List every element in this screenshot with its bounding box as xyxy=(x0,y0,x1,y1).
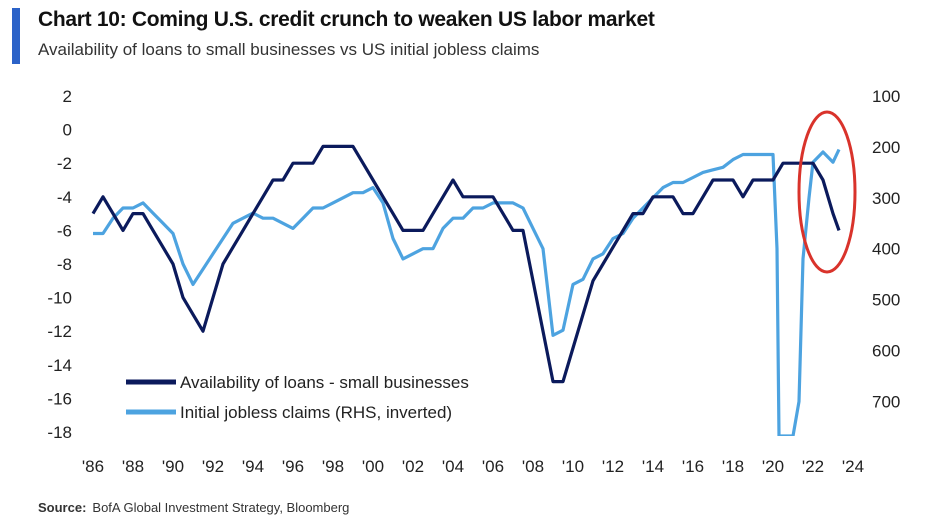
left-tick-label: 0 xyxy=(63,121,72,140)
left-tick-label: -2 xyxy=(57,154,72,173)
x-tick-label: '06 xyxy=(482,457,504,476)
source-text: BofA Global Investment Strategy, Bloombe… xyxy=(92,500,350,515)
x-tick-label: '22 xyxy=(802,457,824,476)
x-tick-label: '90 xyxy=(162,457,184,476)
right-tick-label: 500 xyxy=(872,291,900,310)
left-tick-label: -6 xyxy=(57,221,72,240)
title-accent-bar xyxy=(12,8,20,64)
left-tick-label: 2 xyxy=(63,87,72,106)
right-tick-label: 400 xyxy=(872,240,900,259)
right-axis-ticks: 100 200 300 400 500 600 700 xyxy=(872,87,900,411)
left-tick-label: -4 xyxy=(57,188,72,207)
chart-subtitle: Availability of loans to small businesse… xyxy=(38,40,540,59)
source-label: Source: xyxy=(38,500,87,515)
chart-plot: 2 0 -2 -4 -6 -8 -10 -12 -14 -16 -18 100 200 300 400 50… xyxy=(47,87,900,476)
right-tick-label: 600 xyxy=(872,342,900,361)
left-tick-label: -18 xyxy=(47,423,72,442)
right-tick-label: 300 xyxy=(872,189,900,208)
x-tick-label: '08 xyxy=(522,457,544,476)
x-tick-label: '92 xyxy=(202,457,224,476)
left-axis-ticks: 2 0 -2 -4 -6 -8 -10 -12 -14 -16 -18 xyxy=(47,87,72,442)
x-tick-label: '14 xyxy=(642,457,664,476)
left-tick-label: -14 xyxy=(47,356,72,375)
x-tick-label: '24 xyxy=(842,457,864,476)
x-tick-label: '02 xyxy=(402,457,424,476)
x-tick-label: '20 xyxy=(762,457,784,476)
left-tick-label: -10 xyxy=(47,289,72,308)
x-tick-label: '94 xyxy=(242,457,264,476)
chart-title: Chart 10: Coming U.S. credit crunch to w… xyxy=(38,8,655,31)
legend: Availability of loans - small businesses… xyxy=(126,373,469,422)
left-tick-label: -16 xyxy=(47,389,72,408)
annotation-group xyxy=(797,110,857,274)
series-line-loans xyxy=(91,144,841,384)
x-tick-label: '98 xyxy=(322,457,344,476)
x-axis-ticks: '86 '88 '90 '92 '94 '96 '98 '00 '02 '04 '06 '08 '10 '… xyxy=(82,457,864,476)
x-tick-label: '10 xyxy=(562,457,584,476)
x-tick-label: '12 xyxy=(602,457,624,476)
x-tick-label: '04 xyxy=(442,457,464,476)
x-tick-label: '96 xyxy=(282,457,304,476)
x-tick-label: '16 xyxy=(682,457,704,476)
x-tick-label: '00 xyxy=(362,457,384,476)
highlight-circle xyxy=(797,110,857,274)
right-tick-label: 200 xyxy=(872,138,900,157)
right-tick-label: 100 xyxy=(872,87,900,106)
legend-label-loans: Availability of loans - small businesses xyxy=(180,373,469,392)
right-tick-label: 700 xyxy=(872,392,900,411)
series-line-claims xyxy=(93,148,841,436)
x-tick-label: '86 xyxy=(82,457,104,476)
x-tick-label: '88 xyxy=(122,457,144,476)
x-tick-label: '18 xyxy=(722,457,744,476)
left-tick-label: -8 xyxy=(57,255,72,274)
source-note: Source: BofA Global Investment Strategy, … xyxy=(38,500,349,515)
legend-label-claims: Initial jobless claims (RHS, inverted) xyxy=(180,403,452,422)
left-tick-label: -12 xyxy=(47,322,72,341)
series-group xyxy=(91,144,841,436)
